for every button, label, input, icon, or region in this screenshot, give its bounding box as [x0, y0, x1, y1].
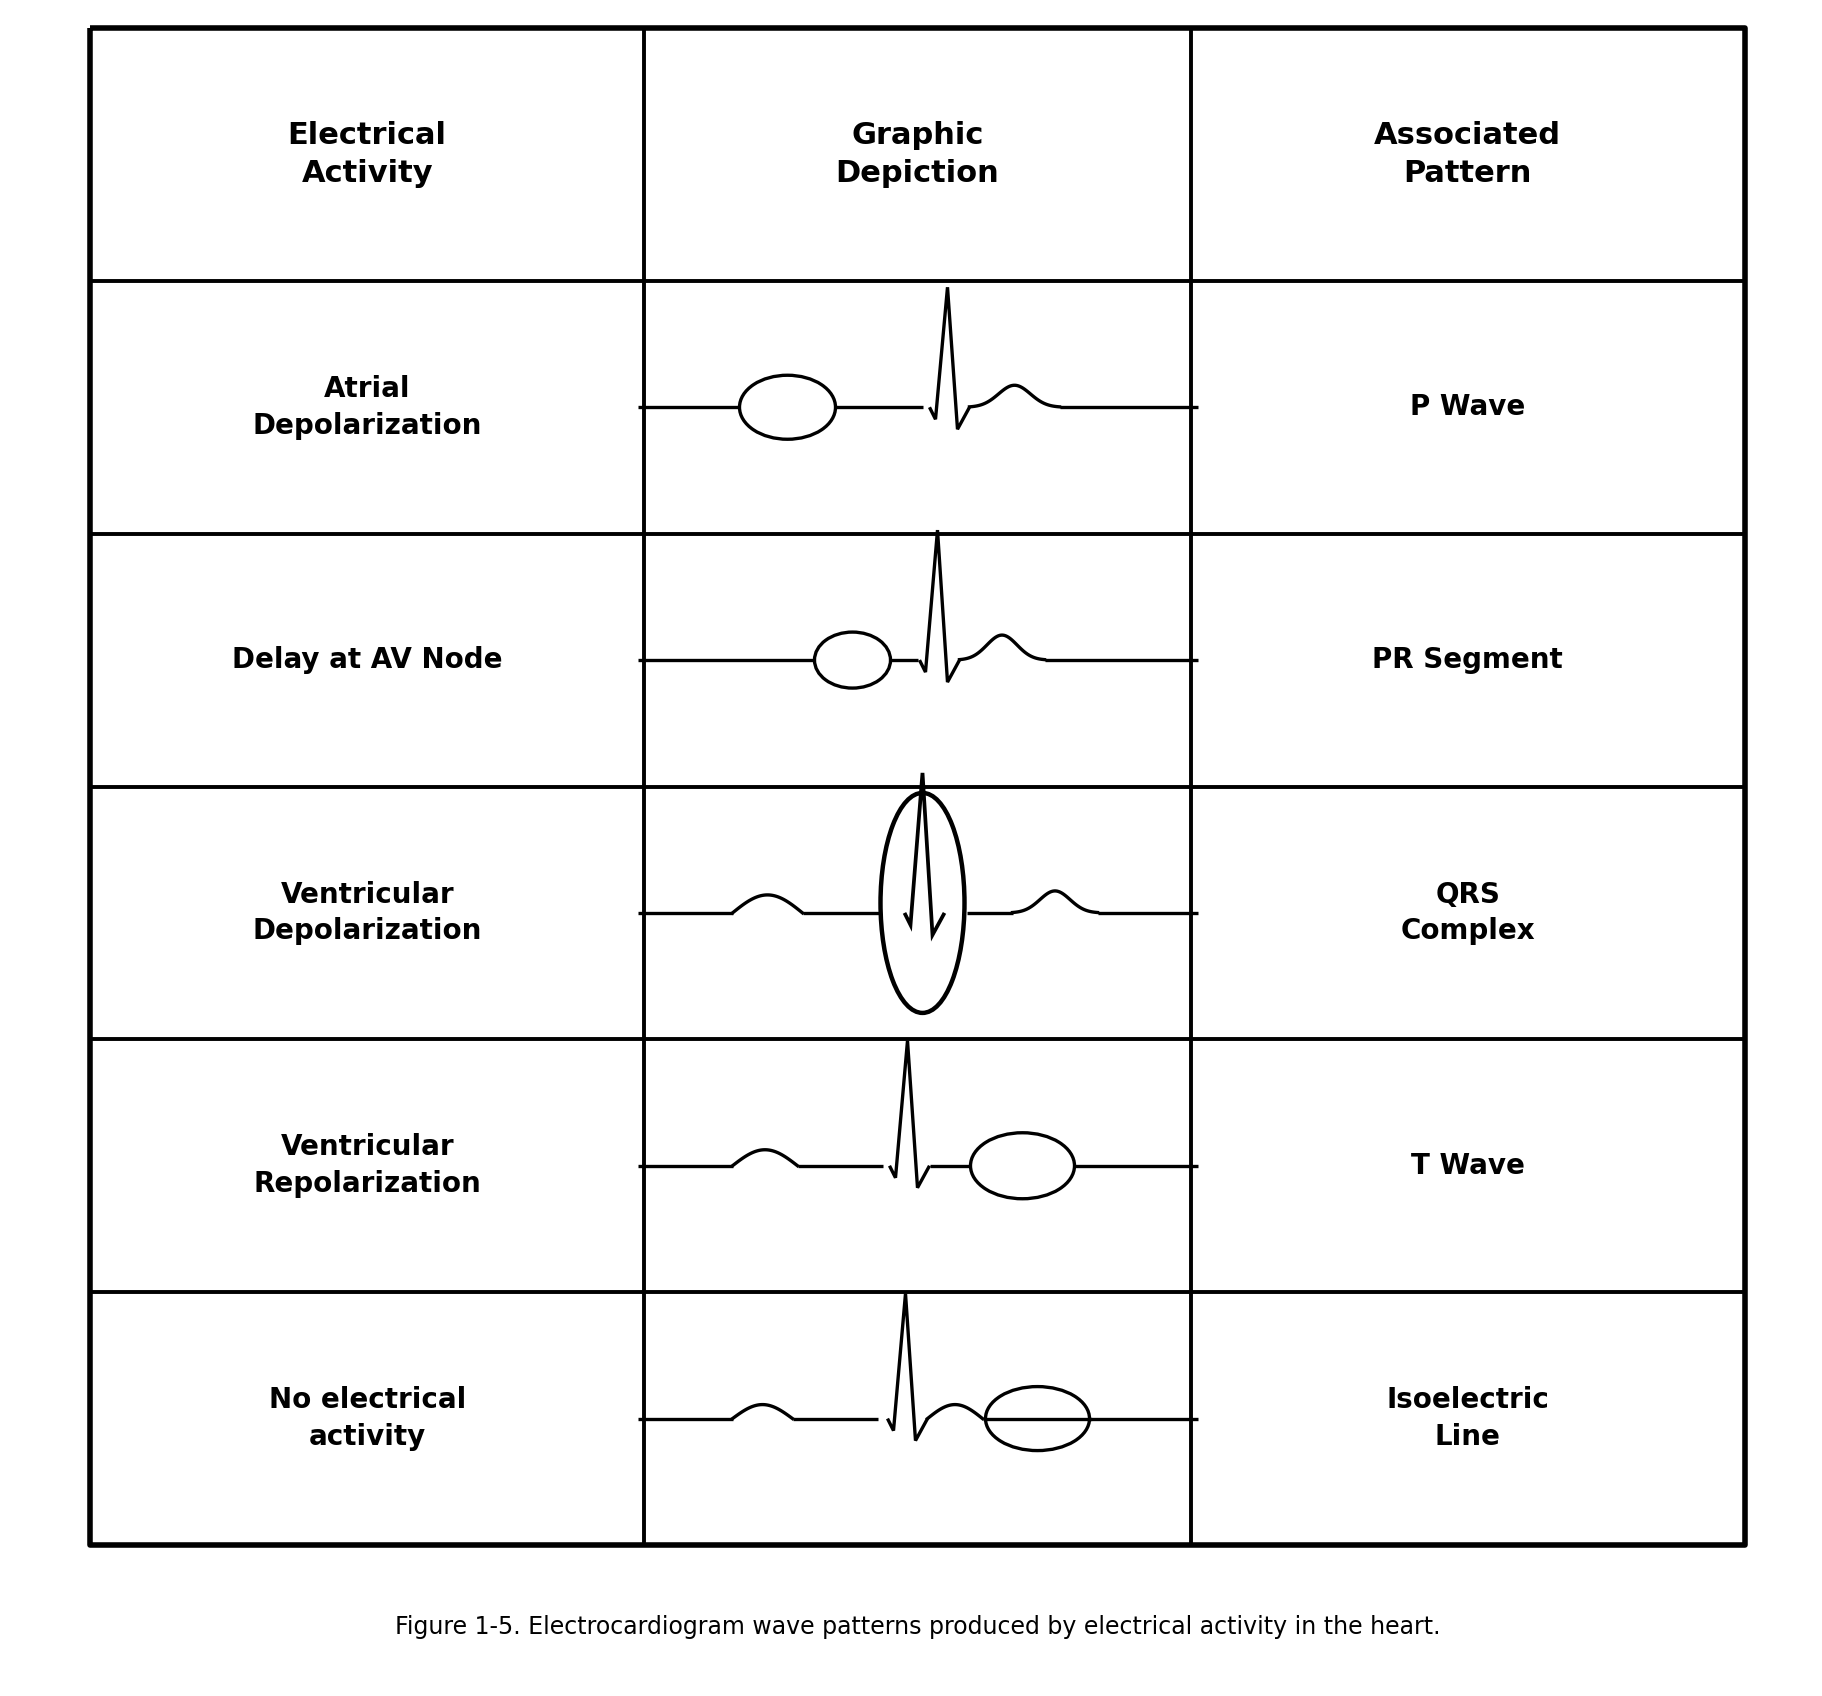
Text: T Wave: T Wave — [1410, 1152, 1525, 1180]
Text: Isoelectric
Line: Isoelectric Line — [1387, 1386, 1549, 1452]
Text: Ventricular
Depolarization: Ventricular Depolarization — [253, 880, 481, 945]
Text: Graphic
Depiction: Graphic Depiction — [836, 120, 1000, 188]
Text: Atrial
Depolarization: Atrial Depolarization — [253, 375, 481, 439]
Text: No electrical
activity: No electrical activity — [268, 1386, 466, 1452]
Text: Electrical
Activity: Electrical Activity — [288, 120, 446, 188]
Text: Figure 1-5. Electrocardiogram wave patterns produced by electrical activity in t: Figure 1-5. Electrocardiogram wave patte… — [395, 1615, 1439, 1638]
Text: PR Segment: PR Segment — [1372, 646, 1563, 673]
Text: Ventricular
Repolarization: Ventricular Repolarization — [253, 1133, 481, 1197]
Text: Delay at AV Node: Delay at AV Node — [231, 646, 503, 673]
Text: P Wave: P Wave — [1410, 393, 1525, 421]
Text: Associated
Pattern: Associated Pattern — [1374, 120, 1561, 188]
Text: QRS
Complex: QRS Complex — [1401, 880, 1536, 945]
